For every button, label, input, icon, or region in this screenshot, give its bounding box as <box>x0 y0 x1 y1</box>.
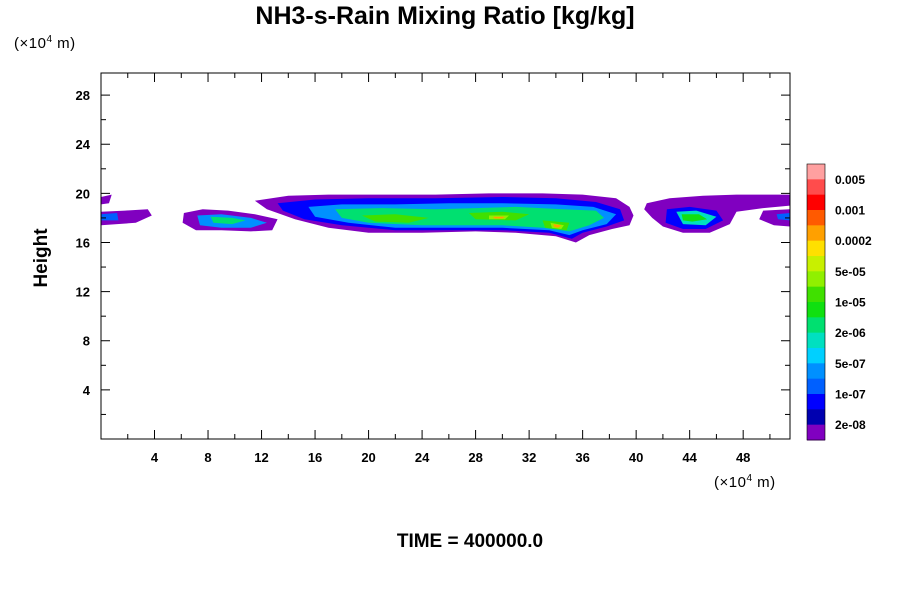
colorbar-segment <box>807 271 825 288</box>
y-unit-suffix: m) <box>52 35 76 52</box>
colorbar-segment <box>807 348 825 364</box>
colorbar-segment <box>807 225 825 242</box>
x-tick-label: 36 <box>575 450 589 465</box>
time-label: TIME = 400000.0 <box>396 531 544 552</box>
x-tick-label: 16 <box>308 450 322 465</box>
y-unit-prefix: (×10 <box>14 35 47 52</box>
colorbar-label: 2e-06 <box>835 326 866 340</box>
x-tick-label: 48 <box>736 450 750 465</box>
colorbar-label: 1e-07 <box>835 388 866 402</box>
x-unit-suffix: m) <box>752 474 776 491</box>
plot-frame <box>100 72 791 440</box>
colorbar-segment <box>807 424 825 441</box>
y-tick-label: 16 <box>76 235 90 250</box>
colorbar-label: 0.005 <box>835 173 865 187</box>
colorbar-segment <box>807 409 825 426</box>
colorbar-segment <box>807 164 825 180</box>
colorbar-segment <box>807 302 825 318</box>
y-tick-label: 8 <box>83 334 90 349</box>
contour-region-14 <box>493 216 505 219</box>
colorbar: 0.005 0.001 0.0002 5e-05 1e-05 2e-06 5e-07 1e-0… <box>806 163 872 441</box>
x-unit-prefix: (×10 <box>714 474 747 491</box>
colorbar-segment <box>807 210 825 226</box>
colorbar-label: 5e-07 <box>835 357 866 371</box>
colorbar-segment <box>807 363 825 380</box>
chart-title: NH3-s-Rain Mixing Ratio [kg/kg] <box>255 2 635 30</box>
colorbar-label: 0.0002 <box>835 234 872 248</box>
y-tick-label: 4 <box>83 383 91 398</box>
x-tick-label: 12 <box>254 450 268 465</box>
colorbar-segment <box>807 179 825 196</box>
colorbar-segment <box>807 194 825 211</box>
x-tick-label: 40 <box>629 450 643 465</box>
x-tick-label: 24 <box>415 450 430 465</box>
contour-region-0 <box>101 194 112 205</box>
contour-region-10 <box>361 214 429 223</box>
colorbar-segment <box>807 394 825 410</box>
colorbar-segment <box>807 286 825 303</box>
contour-region-9 <box>335 206 604 232</box>
x-tick-label: 44 <box>682 450 697 465</box>
colorbar-segment <box>807 378 825 395</box>
x-tick-label: 32 <box>522 450 536 465</box>
y-tick-label: 20 <box>76 186 90 201</box>
colorbar-border <box>806 163 826 441</box>
x-tick-label: 8 <box>204 450 211 465</box>
y-tick-label: 28 <box>76 88 90 103</box>
x-tick-label: 20 <box>361 450 375 465</box>
contour-region-20 <box>681 214 708 222</box>
x-unit-exponent: 4 <box>746 473 753 484</box>
contour-region-22 <box>776 213 790 221</box>
y-axis: 4 8 12 16 20 24 28 <box>76 88 790 415</box>
contour-region-5 <box>210 216 246 225</box>
colorbar-label: 0.001 <box>835 204 865 218</box>
colorbar-segment <box>807 240 825 257</box>
colorbar-segment <box>807 317 825 334</box>
contour-field <box>101 193 790 243</box>
y-tick-label: 12 <box>76 285 90 300</box>
x-tick-label: 28 <box>468 450 482 465</box>
y-unit-exponent: 4 <box>46 34 53 45</box>
x-tick-label: 4 <box>151 450 159 465</box>
contour-region-16 <box>553 224 562 228</box>
colorbar-label: 1e-05 <box>835 296 866 310</box>
colorbar-segment <box>807 332 825 349</box>
colorbar-segment <box>807 256 825 272</box>
y-unit-label: (×104 m) <box>14 34 76 52</box>
x-unit-label: (×104 m) <box>714 473 776 491</box>
y-tick-label: 24 <box>76 137 91 152</box>
contour-region-2 <box>101 213 119 221</box>
colorbar-label: 5e-05 <box>835 265 866 279</box>
contour-region-21 <box>759 209 790 227</box>
colorbar-label: 2e-08 <box>835 418 866 432</box>
x-axis: 4 8 12 16 20 24 28 32 36 40 44 48 <box>127 73 771 465</box>
